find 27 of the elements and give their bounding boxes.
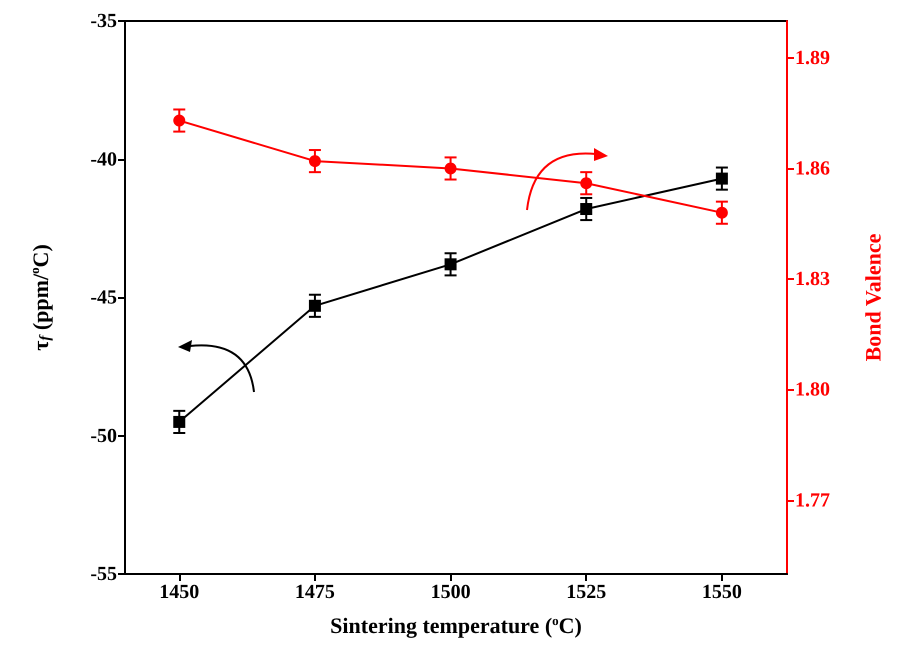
x-tick-label: 1475 [294, 581, 335, 603]
y-tick-label: -40 [90, 148, 117, 170]
point [308, 155, 321, 168]
x-tick-label: 1500 [430, 581, 471, 603]
point [580, 203, 592, 216]
y-tick-label: -55 [90, 563, 117, 585]
x-tick-label: 1450 [159, 581, 200, 603]
point [173, 416, 186, 428]
point [580, 177, 592, 190]
point [716, 206, 728, 219]
y2-axis-title: Bond Valence [860, 233, 886, 362]
y2-tick-label: 1.89 [795, 46, 830, 69]
point [173, 114, 186, 127]
point [308, 300, 321, 312]
y-axis-title: τf (ppm/oC) [27, 244, 54, 351]
y2-tick-label: 1.80 [795, 378, 830, 401]
x-tick-label: 1525 [566, 581, 606, 603]
y-tick-label: -45 [90, 286, 117, 308]
y2-tick-label: 1.86 [795, 157, 830, 180]
y2-tick-label: 1.83 [795, 268, 830, 290]
x-tick-label: 1550 [702, 581, 742, 603]
y2-tick-label: 1.77 [795, 489, 830, 512]
point [444, 162, 457, 174]
y-tick-label: -35 [90, 10, 117, 32]
point [716, 172, 728, 185]
point [444, 258, 457, 270]
y-tick-label: -50 [90, 424, 117, 447]
